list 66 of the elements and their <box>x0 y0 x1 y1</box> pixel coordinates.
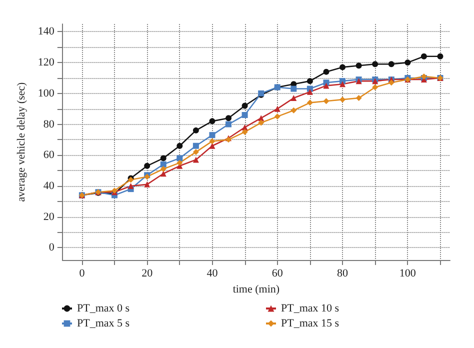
point <box>242 112 248 118</box>
point <box>290 86 297 92</box>
point <box>340 64 346 70</box>
point <box>242 102 248 109</box>
y-tick-label: 100 <box>38 87 55 100</box>
point <box>340 81 346 88</box>
point <box>192 149 199 156</box>
legend-label: PT_max 5 s <box>77 318 130 330</box>
legend-label: PT_max 15 s <box>281 318 340 330</box>
point <box>306 88 313 95</box>
point <box>144 181 150 188</box>
point <box>290 107 297 114</box>
point <box>209 132 216 138</box>
point <box>323 82 330 89</box>
point <box>437 53 444 60</box>
y-tick-label: 140 <box>38 26 55 38</box>
legend-label: PT_max 0 s <box>77 302 130 314</box>
point <box>176 155 183 162</box>
legend-label: PT_max 10 s <box>281 302 340 314</box>
point <box>306 100 313 106</box>
point <box>372 61 378 68</box>
point <box>356 95 362 102</box>
point <box>192 127 199 134</box>
y-tick-label: 0 <box>48 242 55 254</box>
point <box>258 115 264 122</box>
point <box>356 62 362 69</box>
point <box>144 162 150 169</box>
point <box>209 118 216 124</box>
y-axis-title: average vehicle delay (sec) <box>16 82 28 202</box>
point <box>290 95 297 102</box>
x-tick-label: 40 <box>206 268 218 280</box>
point <box>404 60 411 66</box>
point <box>388 61 394 68</box>
x-tick-label: 60 <box>272 268 284 280</box>
point <box>242 128 248 135</box>
x-axis-title: time (min) <box>232 283 280 296</box>
point <box>192 142 199 149</box>
point <box>372 84 378 90</box>
x-tick-label: 0 <box>79 268 86 280</box>
point <box>323 98 330 104</box>
point <box>160 161 166 168</box>
point <box>209 138 216 144</box>
y-tick-label: 120 <box>38 56 55 69</box>
point <box>226 115 232 122</box>
point <box>160 166 166 172</box>
point <box>192 156 199 163</box>
y-tick-label: 20 <box>43 210 55 223</box>
point <box>258 120 264 126</box>
point <box>160 155 166 162</box>
y-tick-label: 60 <box>43 149 55 162</box>
y-tick-label: 40 <box>43 180 55 192</box>
point <box>274 106 280 112</box>
point <box>420 53 427 60</box>
x-tick-label: 20 <box>142 268 154 280</box>
point <box>340 96 346 103</box>
x-tick-label: 100 <box>399 268 416 280</box>
point <box>306 78 313 84</box>
point <box>176 142 183 149</box>
y-tick-label: 80 <box>43 118 55 130</box>
point <box>274 114 280 120</box>
point <box>128 182 134 189</box>
point <box>176 160 183 166</box>
point <box>323 68 330 75</box>
x-tick-label: 80 <box>337 268 349 280</box>
point <box>388 80 394 86</box>
point <box>226 121 232 128</box>
